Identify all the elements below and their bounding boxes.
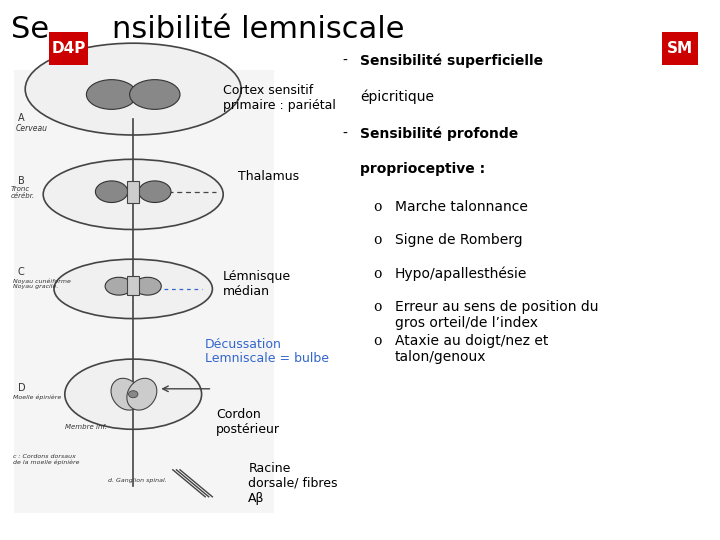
FancyBboxPatch shape [127, 181, 139, 202]
Ellipse shape [43, 159, 223, 230]
Text: c : Cordons dorsaux
de la moelle épinière: c : Cordons dorsaux de la moelle épinièr… [13, 454, 79, 465]
Ellipse shape [86, 79, 137, 109]
FancyBboxPatch shape [49, 32, 89, 65]
Text: B: B [18, 176, 24, 186]
Text: Noyau cunéiforme
Noyau gracile.: Noyau cunéiforme Noyau gracile. [13, 278, 71, 289]
Text: :: : [502, 54, 511, 68]
FancyBboxPatch shape [14, 70, 274, 513]
Text: Signe de Romberg: Signe de Romberg [395, 233, 522, 247]
Text: o: o [373, 267, 382, 281]
Text: Erreur au sens de position du
gros orteil/de l’index: Erreur au sens de position du gros ortei… [395, 300, 598, 330]
Text: D4P: D4P [51, 41, 86, 56]
Ellipse shape [134, 278, 161, 295]
Text: Marche talonnance: Marche talonnance [395, 200, 528, 214]
Text: Tronc
cérébr.: Tronc cérébr. [11, 186, 35, 199]
Text: nsibilité lemniscale: nsibilité lemniscale [112, 15, 404, 44]
Text: Cortex sensitif
primaire : pariétal: Cortex sensitif primaire : pariétal [223, 84, 336, 112]
Ellipse shape [54, 259, 212, 319]
Text: C: C [18, 267, 24, 278]
Text: épicritique: épicritique [360, 89, 434, 104]
Text: Se: Se [11, 15, 49, 44]
Ellipse shape [95, 181, 128, 202]
FancyBboxPatch shape [127, 276, 139, 295]
Text: Cordon
postérieur: Cordon postérieur [216, 408, 280, 436]
Text: Hypo/apallesthésie: Hypo/apallesthésie [395, 267, 527, 281]
Text: -: - [342, 127, 347, 141]
Text: D: D [18, 383, 26, 394]
Text: o: o [373, 200, 382, 214]
Text: A: A [18, 113, 24, 124]
Text: -: - [342, 54, 347, 68]
Ellipse shape [127, 379, 157, 410]
Text: Lémnisque
médian: Lémnisque médian [223, 270, 292, 298]
Text: Sensibilité superficielle: Sensibilité superficielle [360, 54, 543, 69]
Text: o: o [373, 300, 382, 314]
Text: Racine
dorsale/ fibres
Aβ: Racine dorsale/ fibres Aβ [248, 462, 338, 505]
Text: Sensibilité profonde: Sensibilité profonde [360, 127, 518, 141]
Text: o: o [373, 233, 382, 247]
Text: proprioceptive :: proprioceptive : [360, 162, 485, 176]
Text: Membre inf.: Membre inf. [65, 424, 107, 430]
Ellipse shape [65, 359, 202, 429]
FancyBboxPatch shape [662, 32, 698, 65]
Text: o: o [373, 334, 382, 348]
Text: Ataxie au doigt/nez et
talon/genoux: Ataxie au doigt/nez et talon/genoux [395, 334, 548, 364]
Ellipse shape [130, 79, 180, 109]
Ellipse shape [105, 278, 132, 295]
Text: d. Ganglion spinal.: d. Ganglion spinal. [108, 478, 167, 483]
Text: Décussation
Lemniscale = bulbe: Décussation Lemniscale = bulbe [205, 338, 329, 366]
Ellipse shape [25, 43, 241, 135]
Text: SM: SM [667, 41, 693, 56]
Ellipse shape [139, 181, 171, 202]
Text: Moelle épinière: Moelle épinière [13, 394, 61, 400]
Ellipse shape [128, 391, 138, 397]
Text: Cerveau: Cerveau [16, 124, 48, 133]
Text: Thalamus: Thalamus [238, 170, 299, 183]
Ellipse shape [111, 379, 141, 410]
